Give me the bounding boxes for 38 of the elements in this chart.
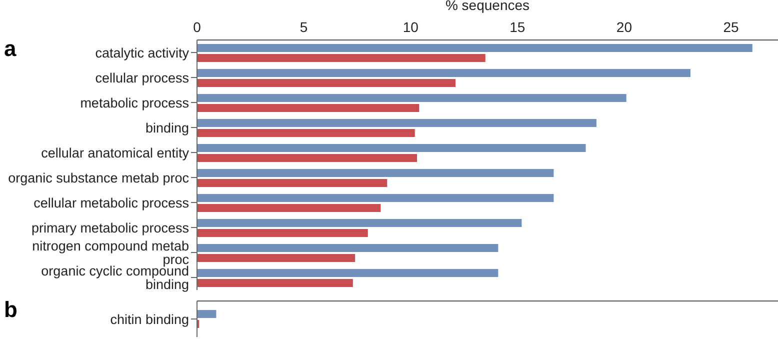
bar [197,129,415,137]
y-tick-label: binding [145,120,189,136]
bar [197,279,353,287]
bar [197,219,522,227]
bar [197,94,626,102]
x-tick-label: 25 [723,19,740,35]
y-tick-label: organic substance metab proc [8,170,190,186]
x-axis-title: % sequences [445,0,530,13]
bar [197,144,586,152]
bar [197,79,456,87]
x-tick-label: 20 [616,19,632,35]
bar [197,204,381,212]
bar [197,44,752,52]
bar [197,269,498,277]
y-tick-label: cellular metabolic process [34,195,190,210]
x-tick-label: 0 [193,19,202,35]
bar [197,169,554,177]
y-tick-label: cellular process [95,70,190,86]
text: b [4,297,18,323]
bar [197,54,486,62]
y-tick-label: metabolic process [80,95,190,110]
bar [197,104,420,112]
bar [197,244,498,252]
bar [197,254,356,262]
bar [197,194,554,202]
x-tick-label: 10 [402,19,419,35]
x-tick-label: 15 [510,19,526,35]
y-tick-label: catalytic activity [95,45,190,60]
y-tick-label: chitin binding [110,312,189,327]
bar [197,179,388,187]
bar [197,229,368,237]
y-tick-label: primary metabolic process [31,220,190,236]
bar [197,69,690,77]
bar [197,154,418,162]
y-tick-label: cellular anatomical entity [41,145,190,160]
bar [197,119,596,127]
text: a [4,36,16,62]
x-tick-label: 5 [300,19,308,35]
